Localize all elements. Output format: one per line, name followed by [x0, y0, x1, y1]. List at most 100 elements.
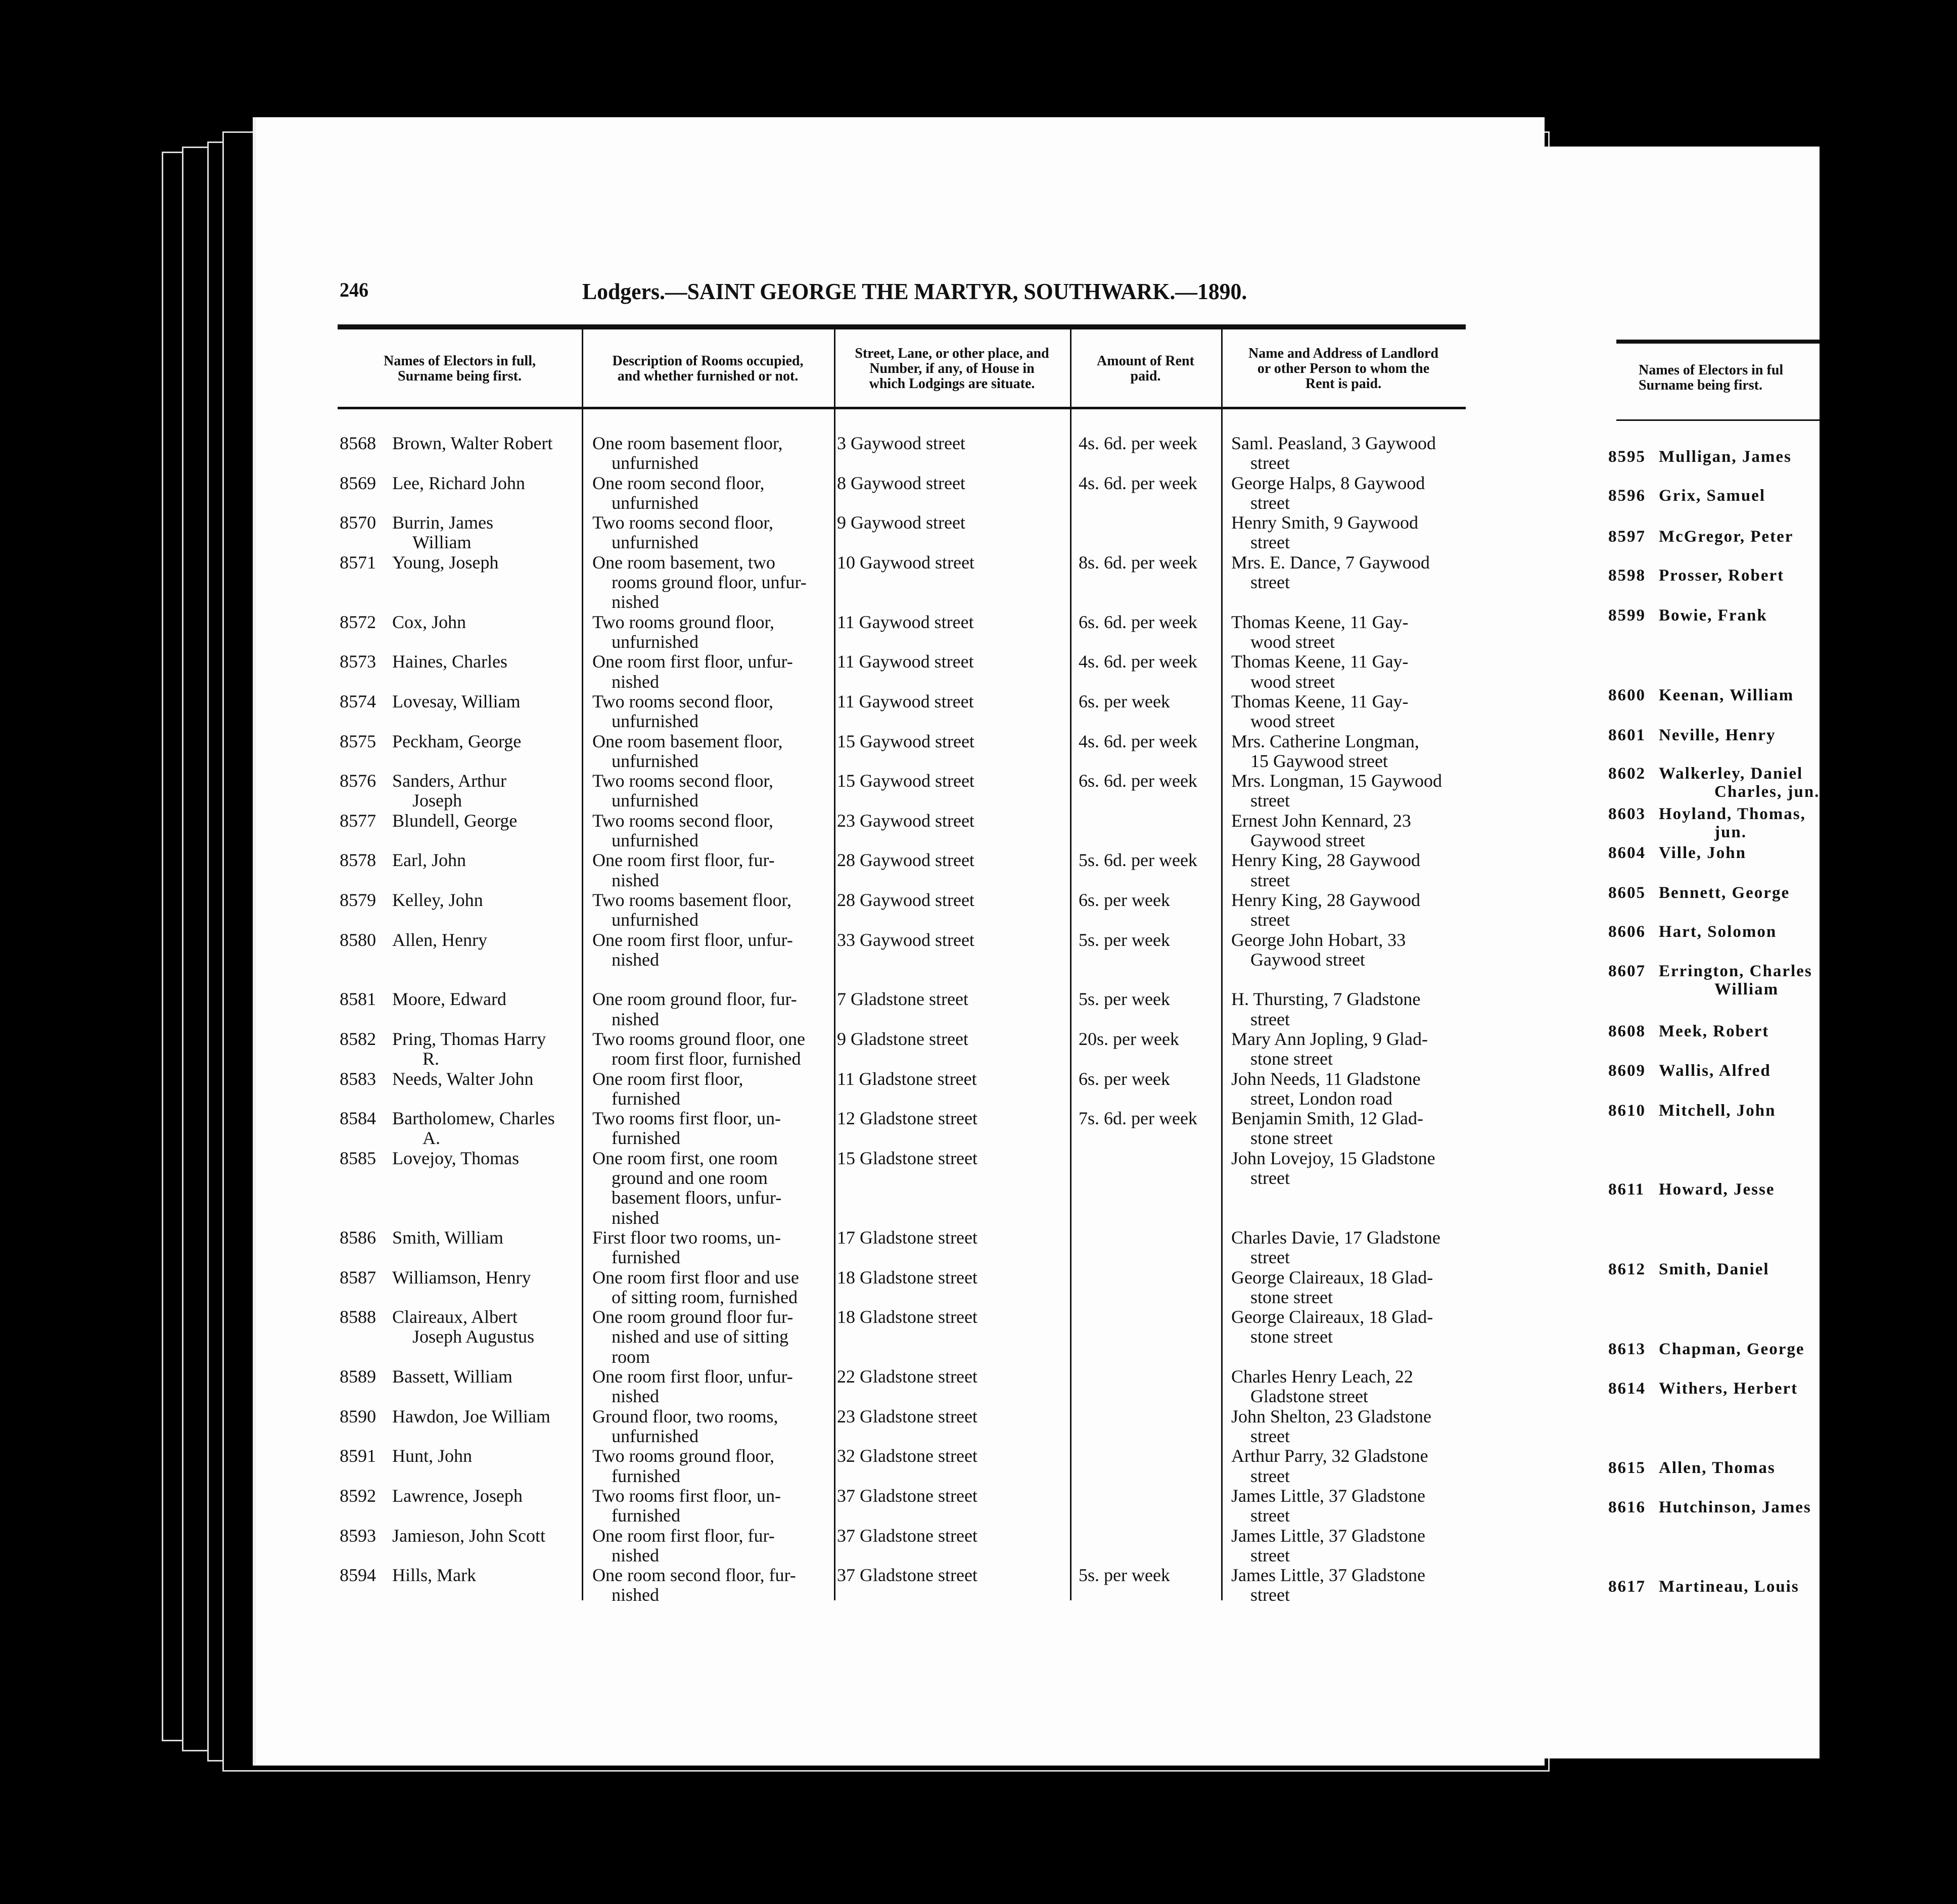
elector-name: Withers, Herbert: [1659, 1379, 1798, 1398]
cell-rooms: One room first floor, unfur-nished: [592, 929, 793, 970]
elector-entry: 8595 Mulligan, James: [1608, 448, 1792, 466]
elector-number: 8604: [1608, 844, 1646, 862]
elector-entry: 8616 Hutchinson, James: [1608, 1498, 1811, 1516]
column-header: Street, Lane, or other place, and Number…: [855, 346, 1049, 392]
cell-no: 8578: [340, 850, 376, 871]
cell-no: 8586: [340, 1227, 376, 1248]
cell-street: 3 Gaywood street: [837, 433, 965, 453]
column-header: Names of Electors in full, Surname being…: [384, 353, 536, 384]
cell-rooms: One room first floor, furnished: [592, 1068, 743, 1109]
elector-name: Grix, Samuel: [1659, 487, 1765, 505]
elector-name: Hart, Solomon: [1659, 923, 1777, 941]
cell-name: Lovesay, William: [392, 691, 521, 711]
cell-landlord: Saml. Peasland, 3 Gaywood street: [1231, 433, 1436, 473]
cell-rooms: Two rooms first floor, un-furnished: [592, 1108, 781, 1149]
elector-name: Keenan, William: [1659, 686, 1794, 704]
column-divider: [582, 329, 583, 1600]
cell-rooms: Two rooms second floor, unfurnished: [592, 810, 773, 850]
elector-name: Prosser, Robert: [1659, 566, 1785, 585]
elector-number: 8609: [1608, 1062, 1646, 1080]
elector-number: 8599: [1608, 606, 1646, 625]
cell-no: 8572: [340, 611, 376, 632]
cell-no: 8587: [340, 1267, 376, 1288]
cell-name: Lovejoy, Thomas: [392, 1148, 519, 1168]
elector-name: Ville, John: [1659, 844, 1746, 862]
cell-no: 8573: [340, 651, 376, 672]
header-top-rule: [338, 324, 1466, 329]
cell-no: 8570: [340, 512, 376, 533]
cell-rent: 8s. 6d. per week: [1079, 552, 1197, 573]
cell-landlord: Mrs. E. Dance, 7 Gaywood street: [1231, 552, 1430, 593]
cell-street: 18 Gladstone street: [837, 1307, 977, 1327]
cell-no: 8594: [340, 1565, 376, 1586]
cell-rooms: Two rooms second floor, unfurnished: [592, 771, 773, 811]
column-header: Amount of Rent paid.: [1097, 353, 1194, 384]
cell-street: 8 Gaywood street: [837, 472, 965, 493]
elector-number: 8617: [1608, 1578, 1646, 1596]
elector-name: Hoyland, Thomas,: [1659, 805, 1806, 823]
cell-street: 11 Gaywood street: [837, 691, 974, 711]
cell-street: 9 Gaywood street: [837, 512, 965, 533]
elector-number: 8601: [1608, 726, 1646, 744]
elector-name: McGregor, Peter: [1659, 528, 1794, 546]
cell-street: 11 Gladstone street: [837, 1068, 977, 1089]
cell-rooms: One room second floor, unfurnished: [592, 472, 765, 513]
cell-no: 8574: [340, 691, 376, 711]
cell-rooms: One room basement, two rooms ground floor…: [592, 552, 807, 612]
cell-street: 11 Gaywood street: [837, 611, 974, 632]
cell-street: 10 Gaywood street: [837, 552, 974, 573]
elector-number: 8615: [1608, 1459, 1646, 1477]
cell-landlord: Henry King, 28 Gaywood street: [1231, 850, 1420, 890]
cell-name: Brown, Walter Robert: [392, 433, 553, 453]
cell-rent: 5s. per week: [1079, 1565, 1170, 1586]
cell-street: 28 Gaywood street: [837, 889, 974, 910]
cell-rent: 6s. 6d. per week: [1079, 771, 1197, 791]
elector-name: Martineau, Louis: [1659, 1578, 1799, 1596]
cell-street: 12 Gladstone street: [837, 1108, 977, 1129]
elector-entry: 8606 Hart, Solomon: [1608, 923, 1777, 941]
elector-name: Walkerley, Daniel: [1659, 765, 1803, 783]
cell-rooms: One room first floor, fur-nished: [592, 1525, 775, 1565]
cell-name: Smith, William: [392, 1227, 503, 1248]
cell-no: 8590: [340, 1406, 376, 1426]
elector-number: 8612: [1608, 1260, 1646, 1278]
cell-landlord: Arthur Parry, 32 Gladstone street: [1231, 1446, 1428, 1486]
cell-street: 22 Gladstone street: [837, 1366, 977, 1387]
cell-landlord: John Needs, 11 Gladstone street, London r…: [1231, 1068, 1421, 1109]
cell-rooms: Two rooms ground floor, furnished: [592, 1446, 774, 1486]
cell-rooms: One room basement floor, unfurnished: [592, 433, 783, 473]
cell-landlord: Mrs. Longman, 15 Gaywood street: [1231, 771, 1442, 811]
elector-number: 8598: [1608, 566, 1646, 585]
cell-rent: 5s. per week: [1079, 989, 1170, 1010]
cell-rooms: One room first floor, fur-nished: [592, 850, 775, 890]
elector-name: Howard, Jesse: [1659, 1180, 1775, 1199]
cell-name: Blundell, George: [392, 810, 518, 831]
cell-landlord: Mary Ann Jopling, 9 Glad-stone street: [1231, 1029, 1428, 1069]
cell-rooms: Ground floor, two rooms, unfurnished: [592, 1406, 778, 1446]
elector-number: 8611: [1608, 1180, 1645, 1199]
cell-name: Haines, Charles: [392, 651, 507, 672]
elector-entry: 8611 Howard, Jesse: [1608, 1180, 1775, 1199]
cell-rooms: One room ground floor fur-nished and use…: [592, 1307, 794, 1367]
cell-street: 18 Gladstone street: [837, 1267, 977, 1288]
cell-landlord: George John Hobart, 33 Gaywood street: [1231, 929, 1406, 970]
cell-landlord: James Little, 37 Gladstone street: [1231, 1485, 1425, 1526]
elector-name: Chapman, George: [1659, 1340, 1805, 1358]
cell-rent: 6s. per week: [1079, 1068, 1170, 1089]
cell-street: 28 Gaywood street: [837, 850, 974, 871]
elector-name: Errington, Charles: [1659, 962, 1812, 980]
cell-street: 11 Gaywood street: [837, 651, 974, 672]
cell-no: 8592: [340, 1485, 376, 1506]
cell-landlord: Henry Smith, 9 Gaywood street: [1231, 512, 1418, 553]
elector-entry: 8599 Bowie, Frank: [1608, 606, 1767, 625]
cell-rooms: Two rooms second floor, unfurnished: [592, 691, 773, 732]
cell-street: 37 Gladstone street: [837, 1485, 977, 1506]
elector-number: 8614: [1608, 1379, 1646, 1398]
left-page: [253, 117, 1545, 1766]
cell-rooms: One room first floor, unfur-nished: [592, 1366, 793, 1407]
cell-street: 9 Gladstone street: [837, 1029, 968, 1049]
cell-name: Bassett, William: [392, 1366, 512, 1387]
elector-name: Smith, Daniel: [1659, 1260, 1769, 1278]
elector-entry: 8601 Neville, Henry: [1608, 726, 1776, 744]
cell-no: 8576: [340, 771, 376, 791]
